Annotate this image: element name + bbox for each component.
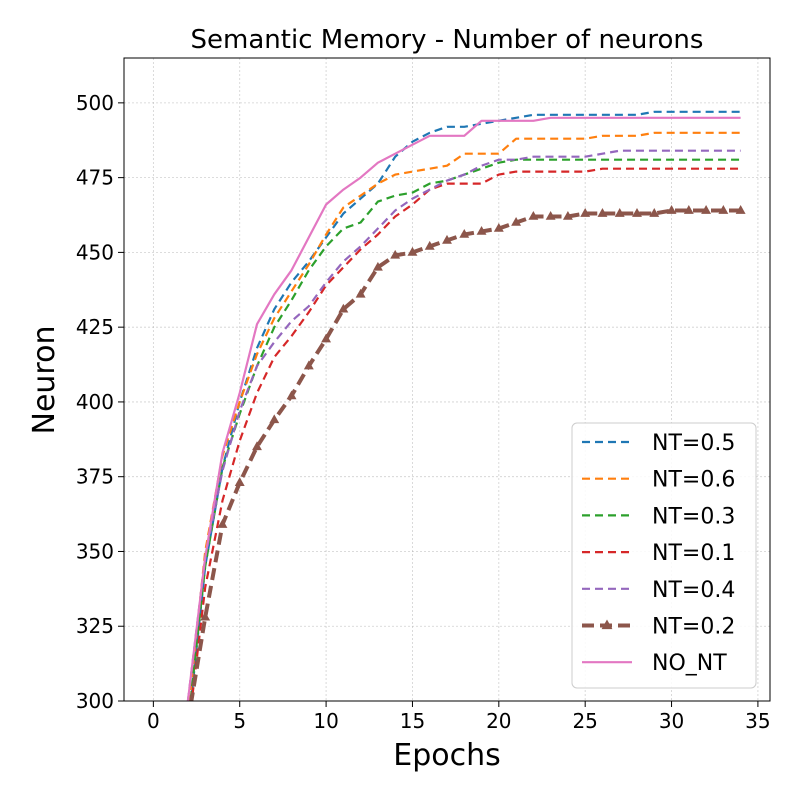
series-layer [183, 110, 746, 725]
data-point-nt-0-2 [493, 222, 504, 232]
data-point-nt-0-2 [649, 208, 660, 217]
data-point-nt-0-2 [562, 211, 573, 220]
data-point-nt-0-2 [476, 225, 487, 235]
data-point-nt-0-2 [407, 246, 418, 256]
x-tick-label: 25 [572, 709, 597, 733]
data-point-nt-0-2 [701, 205, 712, 214]
series-line-nt-0-1 [190, 167, 741, 701]
data-point-nt-0-2 [390, 249, 401, 259]
y-axis: 300 325 350 375 400 425 450 475 500 [76, 91, 124, 713]
legend-marker-nt-0-2 [601, 619, 613, 630]
legend-label-nt-0-2: NT=0.2 [652, 615, 735, 640]
data-point-nt-0-2 [424, 240, 435, 250]
x-axis-title: Epochs [393, 738, 501, 773]
x-tick-label: 30 [659, 709, 684, 733]
legend-label-nt-0-3: NT=0.3 [652, 504, 735, 529]
data-point-nt-0-2 [597, 208, 608, 217]
data-point-nt-0-2 [683, 205, 694, 214]
data-point-nt-0-2 [200, 611, 211, 621]
y-tick-label: 425 [76, 315, 114, 339]
data-point-nt-0-2 [269, 414, 280, 424]
x-tick-label: 20 [486, 709, 511, 733]
series-line-nt-0-5 [189, 110, 741, 701]
series-line-nt-0-4 [186, 149, 741, 701]
y-tick-label: 300 [76, 689, 114, 713]
data-point-nt-0-2 [528, 211, 539, 220]
series-line-no-nt [186, 116, 741, 701]
legend: NT=0.5 NT=0.6 NT=0.3 NT=0.1 NT=0.4 NT=0.2 NO_N… [571, 422, 757, 689]
data-point-nt-0-2 [252, 441, 262, 451]
data-point-nt-0-2 [459, 228, 470, 238]
data-point-nt-0-2 [632, 208, 642, 217]
data-point-nt-0-2 [735, 205, 746, 214]
grid [124, 58, 770, 702]
data-point-nt-0-2 [183, 716, 193, 725]
y-tick-label: 350 [76, 539, 114, 563]
x-tick-label: 35 [745, 709, 770, 733]
y-tick-label: 450 [76, 240, 114, 264]
data-point-nt-0-2 [321, 333, 332, 343]
data-point-nt-0-2 [234, 477, 245, 486]
x-tick-label: 5 [233, 709, 246, 733]
data-point-nt-0-2 [303, 360, 314, 370]
x-tick-label: 10 [313, 709, 338, 733]
data-point-nt-0-2 [286, 390, 297, 400]
y-tick-label: 400 [76, 390, 114, 414]
legend-label-nt-0-6: NT=0.6 [652, 468, 735, 493]
data-point-nt-0-2 [355, 288, 366, 298]
data-point-nt-0-2 [511, 216, 522, 226]
x-tick-label: 15 [400, 709, 425, 733]
plot-frame [123, 57, 771, 702]
y-axis-title: Neuron [27, 326, 62, 435]
data-point-nt-0-2 [338, 303, 349, 313]
legend-label-nt-0-5: NT=0.5 [652, 431, 735, 456]
y-tick-label: 325 [76, 614, 114, 638]
data-point-nt-0-2 [614, 208, 625, 217]
x-axis: 0 5 10 15 20 25 30 35 [147, 701, 771, 733]
data-point-nt-0-2 [372, 261, 383, 271]
data-point-nt-0-2 [666, 205, 677, 214]
series-line-nt-0-6 [188, 131, 741, 701]
y-tick-label: 500 [76, 91, 114, 115]
legend-label-no-nt: NO_NT [652, 651, 727, 676]
legend-box [571, 422, 757, 689]
data-point-nt-0-2 [580, 208, 591, 217]
data-point-nt-0-2 [718, 205, 729, 214]
legend-label-nt-0-4: NT=0.4 [652, 578, 735, 603]
y-tick-label: 375 [76, 465, 114, 489]
chart-title: Semantic Memory - Number of neurons [191, 25, 704, 55]
data-point-nt-0-2 [442, 234, 452, 244]
data-point-nt-0-2 [217, 519, 228, 528]
x-tick-label: 0 [147, 709, 160, 733]
legend-label-nt-0-1: NT=0.1 [652, 541, 735, 566]
data-point-nt-0-2 [545, 211, 556, 220]
y-tick-label: 475 [76, 166, 114, 190]
